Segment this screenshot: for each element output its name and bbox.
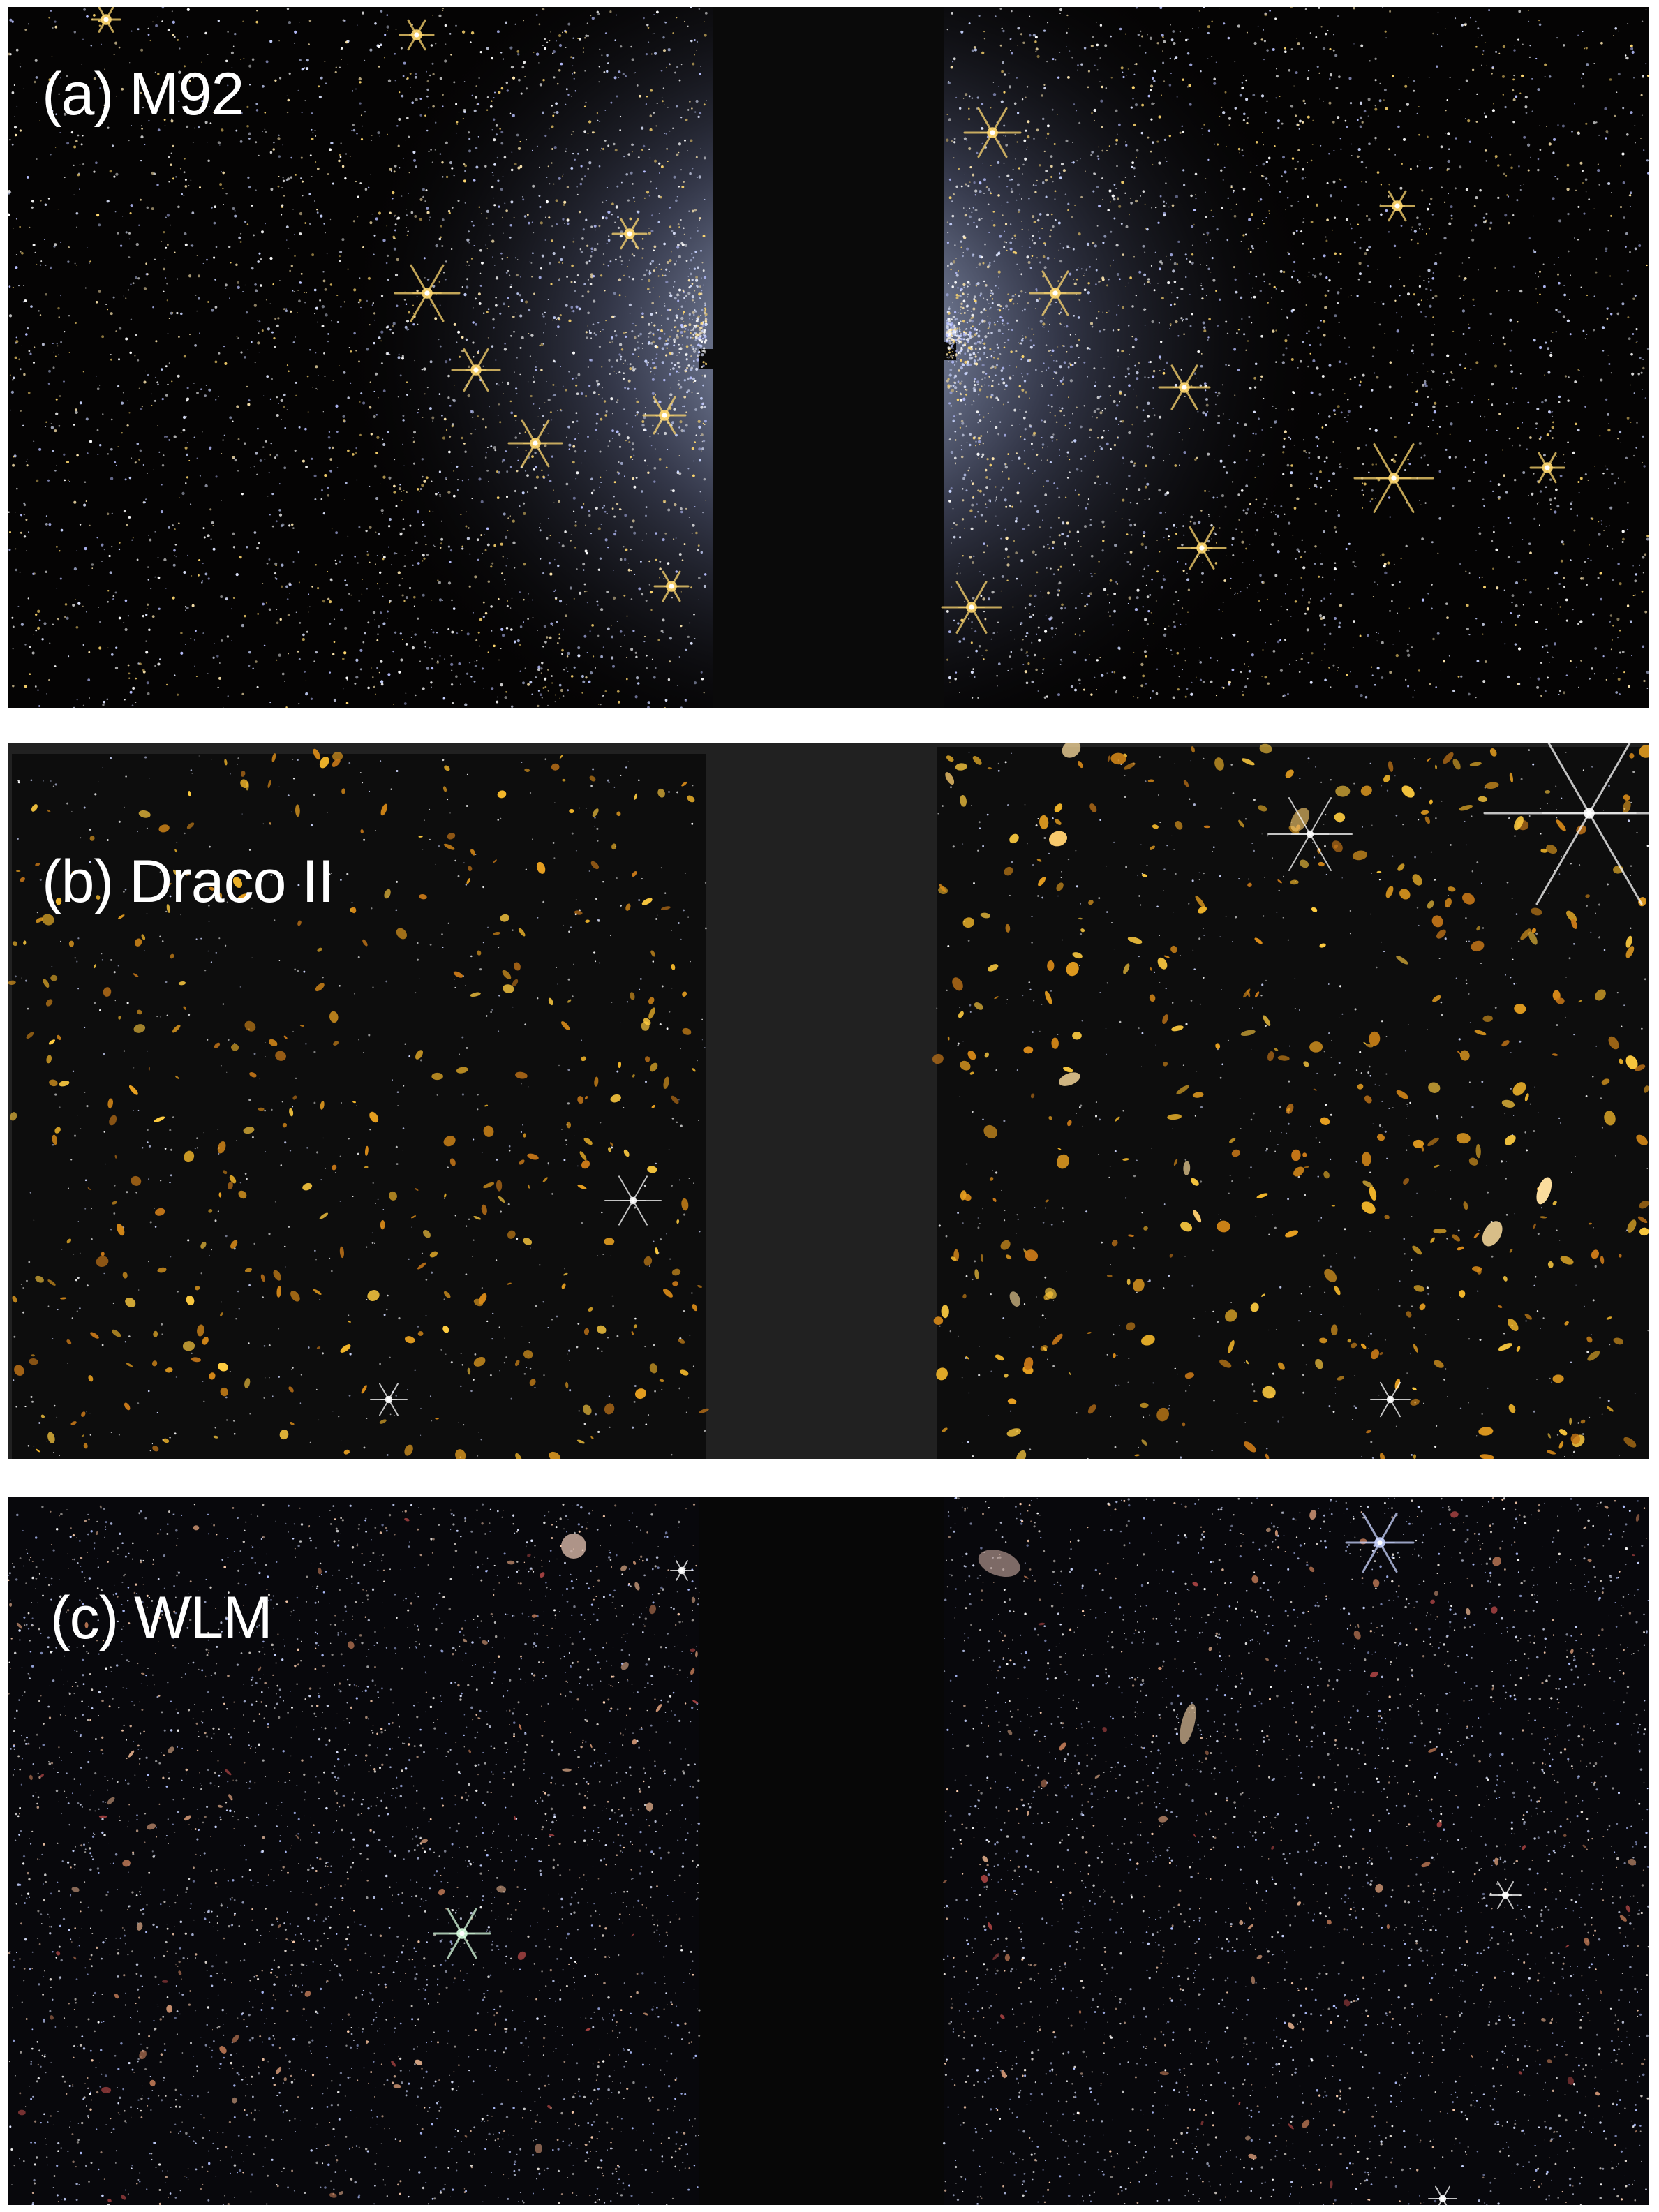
- bright-star-icon: [1483, 743, 1649, 905]
- faint-stars: [936, 749, 1649, 1459]
- galaxy-icon: [561, 1534, 586, 1559]
- bright-star-icon: [1158, 364, 1211, 410]
- bright-star-icon: [507, 419, 563, 468]
- bright-star-icon: [1345, 1512, 1415, 1573]
- bright-star-icon: [1353, 443, 1434, 513]
- bright-star-icon: [1379, 190, 1415, 222]
- galaxies: [9, 1517, 699, 2203]
- galaxies: [1180, 1703, 1196, 1744]
- bright-star-icon: [451, 348, 501, 392]
- faint-stars: [8, 7, 708, 708]
- bright-star-icon: [1267, 797, 1353, 871]
- panel-wlm: (c) WLM: [8, 1497, 1649, 2205]
- bright-star-icon: [670, 1560, 694, 1581]
- bright-star-icon: [394, 264, 461, 322]
- m92-starfield-image: [8, 7, 1649, 708]
- bright-star-icon: [604, 1175, 662, 1226]
- bright-star-icon: [1529, 452, 1565, 484]
- faint-stars: [945, 7, 1649, 699]
- bright-star-icon: [611, 218, 648, 250]
- bright-star-icon: [433, 1908, 491, 1959]
- panel-label-draco-ii: (b) Draco II: [42, 848, 334, 915]
- faint-stars: [8, 1503, 701, 2205]
- bright-star-icon: [1489, 1880, 1522, 1910]
- detector-gap: [699, 1497, 944, 2205]
- galaxies: [942, 1505, 1644, 2189]
- detector-field-left: [12, 754, 706, 1459]
- galaxies: [978, 1550, 1020, 1578]
- bright-star-icon: [399, 19, 435, 51]
- faint-stars: [942, 1497, 1649, 2205]
- bright-star-icon: [941, 581, 1002, 634]
- panel-draco-ii: (b) Draco II: [8, 743, 1649, 1459]
- panel-label-wlm: (c) WLM: [50, 1584, 273, 1651]
- bright-star-icon: [963, 107, 1022, 158]
- bright-star-icon: [653, 570, 690, 602]
- bright-star-icon: [1370, 1381, 1411, 1418]
- panel-m92: (a) M92: [8, 7, 1649, 708]
- detector-field-right: [937, 747, 1649, 1459]
- bright-star-icon: [91, 7, 121, 33]
- bright-star-icon: [1029, 270, 1082, 316]
- galaxies: [945, 743, 1552, 1307]
- wlm-starfield-image: [8, 1497, 1649, 2205]
- galaxies: [932, 743, 1649, 1459]
- bright-star-icon: [1428, 2185, 1457, 2205]
- draco-ii-galaxy-field-image: [8, 743, 1649, 1459]
- bright-star-icon: [642, 396, 687, 435]
- bright-star-icon: [370, 1383, 408, 1416]
- bright-star-icon: [1177, 526, 1227, 570]
- galaxies: [8, 748, 709, 1459]
- panel-label-m92: (a) M92: [42, 61, 244, 128]
